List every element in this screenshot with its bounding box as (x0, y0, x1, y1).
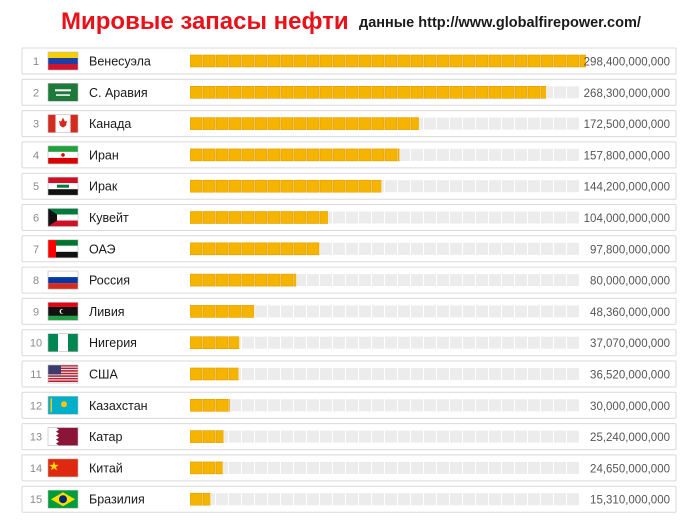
rank-label: 8 (33, 275, 39, 287)
rank-label: 15 (30, 494, 42, 506)
chart-row: 3 Канада 172,500,000,000 (21, 110, 677, 138)
chart-row: 9 Ливия 48,360,000,000 (21, 297, 677, 325)
saudi-arabia-flag-icon (47, 83, 79, 102)
value-label: 48,360,000,000 (590, 307, 670, 319)
nigeria-flag-icon (47, 333, 79, 353)
country-label: Россия (89, 274, 130, 288)
rank-label: 10 (30, 338, 42, 350)
data-bar (190, 86, 547, 99)
value-label: 268,300,000,000 (584, 88, 670, 100)
chart-row: 2 С. Аравия 268,300,000,000 (21, 78, 677, 106)
country-label: Бразилия (89, 493, 145, 507)
data-bar (190, 242, 320, 256)
country-label: С. Аравия (89, 86, 148, 100)
country-label: Канада (89, 117, 131, 131)
rank-label: 6 (33, 213, 39, 225)
russia-flag-icon (47, 270, 79, 290)
data-bar (190, 179, 382, 193)
rank-label: 3 (33, 119, 39, 131)
data-bar (190, 117, 419, 130)
chart-row: 5 Ирак 144,200,000,000 (21, 172, 677, 200)
country-label: Ливия (89, 305, 125, 319)
chart-row: 13 Катар 25,240,000,000 (21, 423, 677, 451)
value-label: 36,520,000,000 (590, 370, 670, 382)
data-source-subtitle: данные http://www.globalfirepower.com/ (359, 15, 641, 31)
page-header: Мировые запасы нефти данные http://www.g… (0, 6, 700, 40)
iraq-flag-icon (47, 176, 79, 196)
country-label: Китай (89, 461, 123, 475)
bar-track (190, 493, 579, 506)
chart-row: 10 Нигерия 37,070,000,000 (21, 329, 677, 357)
china-flag-icon (47, 458, 79, 478)
value-label: 24,650,000,000 (590, 463, 670, 475)
country-label: Казахстан (89, 399, 148, 413)
value-label: 97,800,000,000 (590, 244, 670, 256)
rank-label: 1 (33, 56, 39, 68)
chart-row: 11 США 36,520,000,000 (21, 360, 677, 388)
value-label: 104,000,000,000 (584, 213, 670, 225)
country-label: Нигерия (89, 336, 137, 350)
data-bar (190, 367, 239, 381)
data-bar (190, 54, 586, 68)
kuwait-flag-icon (47, 208, 79, 227)
chart-row: 6 Кувейт 104,000,000,000 (21, 204, 677, 231)
rank-label: 7 (33, 244, 39, 256)
data-bar (190, 492, 211, 506)
venezuela-flag-icon (47, 51, 79, 71)
data-bar (190, 148, 400, 162)
chart-row: 8 Россия 80,000,000,000 (21, 266, 677, 294)
rank-label: 5 (33, 181, 39, 193)
chart-title: Мировые запасы нефти (61, 8, 349, 35)
country-label: Ирак (89, 180, 118, 194)
value-label: 144,200,000,000 (584, 182, 670, 194)
country-label: Иран (89, 148, 119, 162)
country-label: Катар (89, 430, 122, 444)
value-label: 37,070,000,000 (590, 338, 670, 350)
data-bar (190, 430, 224, 443)
qatar-flag-icon (47, 427, 79, 446)
value-label: 80,000,000,000 (590, 276, 670, 288)
value-label: 172,500,000,000 (584, 119, 670, 131)
kazakhstan-flag-icon (47, 395, 79, 415)
iran-flag-icon (47, 145, 79, 165)
data-bar (190, 336, 240, 350)
data-bar (190, 398, 230, 412)
bar-track (190, 461, 579, 474)
rank-label: 11 (30, 369, 41, 381)
chart-row: 12 Казахстан 30,000,000,000 (21, 391, 677, 419)
data-bar (190, 211, 329, 224)
data-bar (190, 273, 297, 287)
libya-flag-icon (47, 302, 79, 321)
country-label: Кувейт (89, 211, 129, 225)
data-bar (190, 305, 255, 318)
chart-row: 7 ОАЭ 97,800,000,000 (21, 235, 677, 263)
rank-label: 14 (30, 463, 42, 475)
country-label: ОАЭ (89, 242, 116, 256)
chart-row: 1 Венесуэла 298,400,000,000 (21, 47, 677, 75)
chart-row: 14 Китай 24,650,000,000 (21, 454, 677, 482)
data-bar (190, 461, 223, 475)
brazil-flag-icon (47, 489, 79, 509)
country-label: Венесуэла (89, 55, 151, 69)
value-label: 30,000,000,000 (590, 401, 670, 413)
value-label: 157,800,000,000 (584, 150, 670, 162)
chart-row: 4 Иран 157,800,000,000 (21, 141, 677, 169)
uae-flag-icon (47, 239, 79, 259)
value-label: 25,240,000,000 (590, 432, 670, 444)
rank-label: 13 (30, 432, 42, 444)
country-label: США (89, 368, 118, 382)
chart-row: 15 Бразилия 15,310,000,000 (21, 485, 677, 513)
usa-flag-icon (47, 364, 79, 384)
rank-label: 4 (33, 150, 39, 162)
canada-flag-icon (47, 114, 79, 133)
value-label: 298,400,000,000 (584, 57, 670, 69)
rank-label: 12 (30, 400, 42, 412)
value-label: 15,310,000,000 (590, 495, 670, 507)
rank-label: 2 (33, 87, 39, 99)
rank-label: 9 (33, 306, 39, 318)
